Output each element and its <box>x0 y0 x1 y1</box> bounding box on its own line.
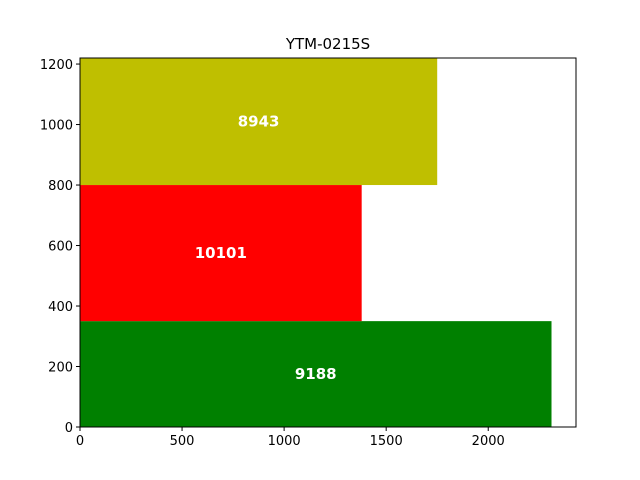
x-tick-label-4: 2000 <box>472 434 505 449</box>
y-tick-label-6: 1200 <box>40 58 73 73</box>
bar-label-0: 9188 <box>295 365 337 383</box>
axes-layer: 0 500 1000 1500 2000 0 200 400 600 800 1000 1200 <box>40 57 577 449</box>
bars-layer <box>80 58 552 427</box>
chart-title: YTM-0215S <box>285 35 370 53</box>
x-tick-label-3: 1500 <box>370 434 403 449</box>
y-tick-label-5: 1000 <box>40 119 73 134</box>
bar-2 <box>80 58 438 186</box>
plot-frame <box>79 57 577 428</box>
y-tick-label-0: 0 <box>65 421 73 436</box>
x-tick-label-2: 1000 <box>268 434 301 449</box>
bar-0 <box>80 321 552 427</box>
y-tick-label-2: 400 <box>48 300 73 315</box>
y-tick-label-4: 800 <box>48 179 73 194</box>
bar-1 <box>80 185 362 322</box>
x-tick-label-0: 0 <box>76 434 84 449</box>
bar-label-2: 8943 <box>238 113 280 131</box>
x-tick-label-1: 500 <box>170 434 195 449</box>
y-tick-label-1: 200 <box>48 361 73 376</box>
bar-labels-layer: 9188 10101 8943 <box>195 113 337 384</box>
y-tick-label-3: 600 <box>48 240 73 255</box>
bar-label-1: 10101 <box>195 244 247 262</box>
